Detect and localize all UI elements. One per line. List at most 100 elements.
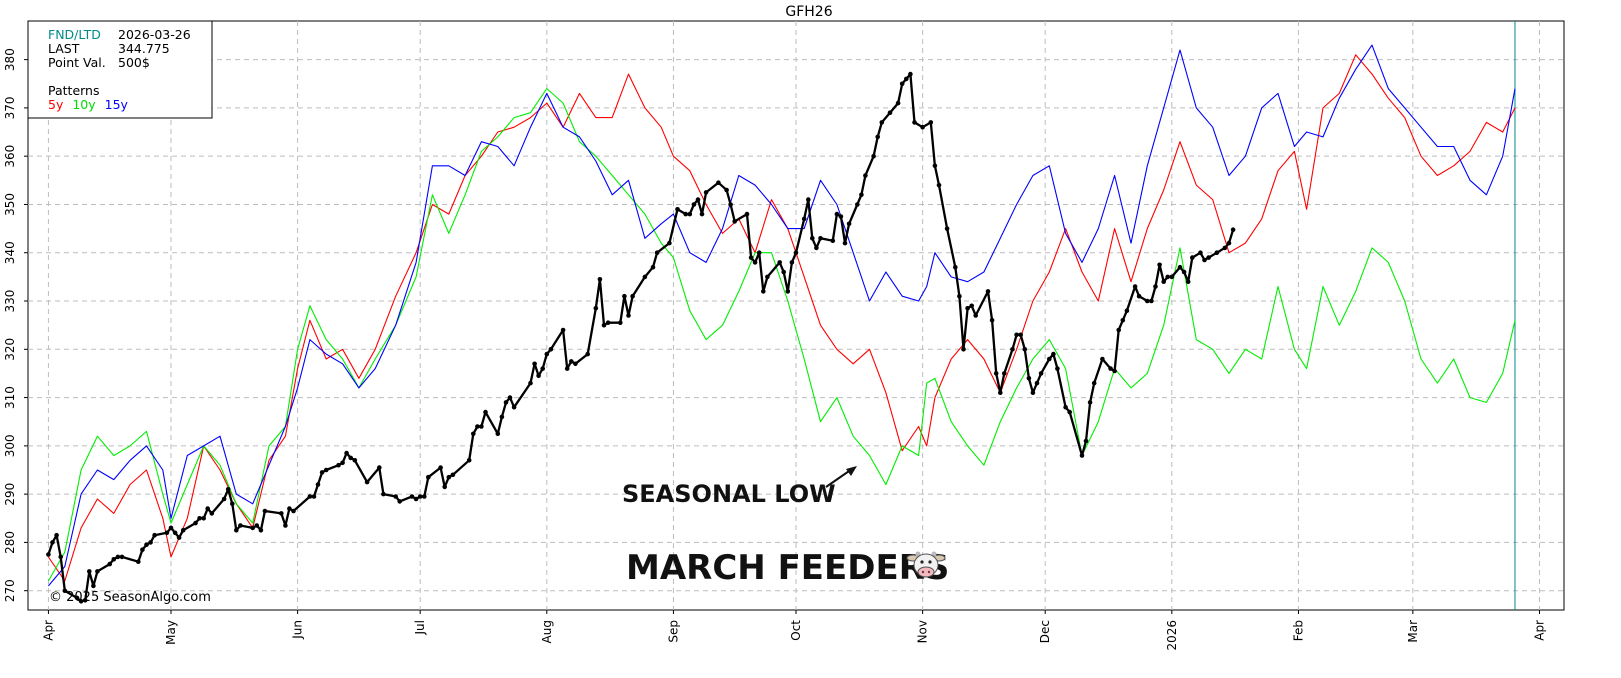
price-point	[475, 424, 480, 429]
price-point	[904, 76, 909, 82]
price-point	[164, 530, 170, 536]
price-point	[1230, 227, 1236, 232]
price-point	[426, 474, 431, 480]
price-point	[830, 238, 836, 243]
price-point	[630, 293, 635, 299]
price-point	[364, 479, 370, 485]
price-point	[348, 455, 354, 461]
y-tick-label: 370	[3, 96, 17, 119]
cow-icon	[906, 551, 946, 578]
price-point	[319, 470, 325, 475]
price-point	[1177, 264, 1183, 270]
series-layer	[46, 44, 1516, 604]
price-point	[1079, 453, 1085, 458]
y-axis: 270 280 290 300 310 320 330 340 350 360 370 380	[3, 48, 28, 602]
price-point	[944, 226, 950, 231]
price-point	[585, 351, 590, 357]
price-point	[1014, 332, 1019, 338]
price-point	[1226, 240, 1232, 246]
x-tick-label: Feb	[1291, 620, 1305, 641]
price-point	[985, 289, 991, 294]
price-point	[1206, 255, 1211, 260]
price-point	[495, 431, 501, 437]
price-point	[532, 361, 537, 367]
price-point	[1222, 245, 1228, 251]
price-point	[846, 221, 852, 227]
price-point	[785, 289, 791, 294]
seasonal-low-label: SEASONAL LOW	[622, 480, 836, 508]
price-point	[438, 465, 443, 470]
price-point	[1157, 262, 1162, 268]
price-point	[172, 530, 178, 536]
price-point	[728, 202, 733, 207]
price-point	[1214, 250, 1220, 255]
price-point	[144, 542, 149, 548]
price-point	[569, 359, 574, 364]
price-point	[1002, 371, 1007, 376]
price-point	[650, 264, 656, 270]
price-point	[998, 390, 1003, 396]
price-point	[793, 250, 799, 255]
price-point	[1034, 380, 1040, 386]
price-point	[54, 532, 59, 538]
price-point	[340, 460, 345, 466]
price-point	[548, 347, 554, 352]
price-point	[176, 535, 182, 540]
price-point	[675, 207, 680, 212]
price-point	[806, 197, 811, 202]
chart-title: GFH26	[785, 4, 832, 20]
x-axis: Apr May Jun Jul Aug Sep Oct Nov Dec 2026 Feb Mar Apr	[41, 610, 1546, 651]
price-point	[193, 520, 198, 526]
legend-5y: 5y	[48, 97, 64, 112]
price-point	[912, 120, 917, 125]
info-last-label: LAST	[48, 41, 80, 56]
y-tick-label: 380	[3, 48, 17, 71]
price-point	[1051, 351, 1056, 357]
info-fnd-label: FND/LTD	[48, 27, 101, 42]
price-point	[540, 366, 545, 371]
price-point	[748, 255, 754, 260]
legend-10y: 10y	[72, 97, 96, 112]
price-point	[1132, 284, 1138, 289]
price-point	[687, 211, 693, 217]
x-tick-label: Jul	[413, 620, 427, 635]
price-point	[752, 260, 758, 265]
price-point	[230, 501, 235, 507]
price-point	[1026, 376, 1032, 381]
price-point	[152, 532, 157, 538]
price-point	[564, 366, 570, 371]
price-point	[315, 482, 321, 487]
price-point	[279, 511, 284, 516]
price-point	[466, 458, 472, 463]
price-point	[336, 462, 341, 468]
price-point	[62, 588, 68, 593]
price-point	[887, 110, 893, 115]
price-point	[311, 494, 317, 499]
price-point	[973, 313, 978, 318]
price-point	[863, 173, 868, 178]
price-point	[838, 214, 844, 219]
x-tick-label: 2026	[1165, 620, 1179, 651]
price-point	[352, 458, 358, 463]
price-point	[1116, 327, 1121, 333]
price-point	[622, 293, 627, 299]
price-point	[1038, 371, 1044, 376]
price-point	[1010, 347, 1015, 352]
price-point	[814, 245, 819, 251]
info-box: FND/LTD 2026-03-26 LAST 344.775 Point Va…	[27, 20, 213, 119]
price-point	[422, 494, 427, 499]
price-point	[1190, 255, 1195, 260]
info-pointval-label: Point Val.	[48, 55, 106, 70]
price-point	[107, 561, 112, 567]
info-last-value: 344.775	[118, 41, 170, 56]
x-tick-label: Dec	[1038, 620, 1052, 643]
price-point	[618, 320, 623, 326]
price-point	[119, 554, 125, 560]
y-tick-label: 290	[3, 483, 17, 506]
info-fnd-value: 2026-03-26	[118, 27, 191, 42]
price-point	[344, 450, 349, 456]
price-point	[1165, 274, 1170, 280]
price-point	[1149, 298, 1154, 304]
price-point	[703, 190, 709, 195]
